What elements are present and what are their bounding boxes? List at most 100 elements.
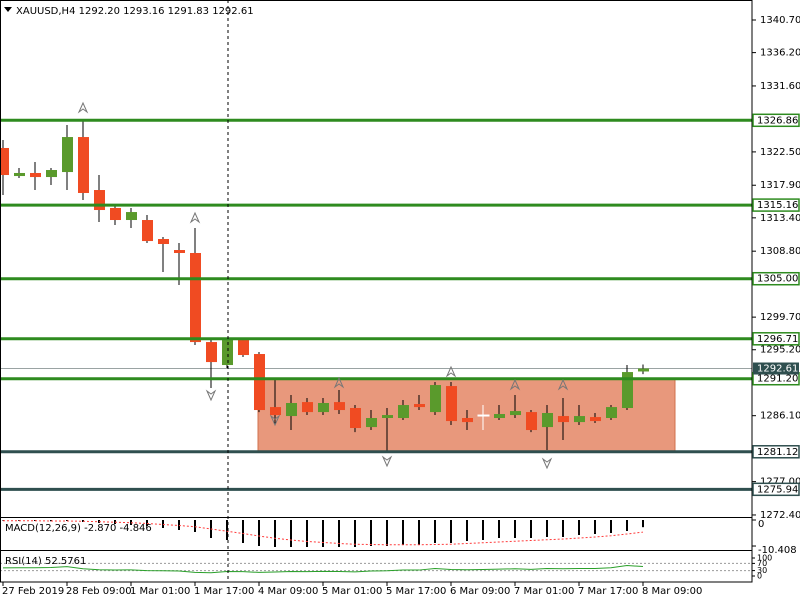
fractal-up (189, 211, 201, 224)
level-label-box (752, 445, 800, 459)
candle-body (574, 416, 585, 423)
candle-body (14, 172, 25, 177)
level-label: 1315.16 (757, 200, 798, 211)
x-tick-label: 6 Mar 09:00 (450, 586, 510, 597)
candle-body (30, 172, 41, 178)
level-label: 1291.20 (757, 374, 798, 385)
x-tick-label: 7 Mar 17:00 (578, 586, 638, 597)
candle-body (590, 417, 601, 422)
macd-bar (466, 520, 468, 541)
signal-line (3, 520, 644, 546)
candle-body (126, 212, 137, 221)
y-tick-label: 1317.90 (760, 180, 800, 191)
y-tick-label: 1322.50 (760, 147, 800, 158)
candle-body (542, 413, 553, 428)
candle-body (318, 403, 329, 413)
candle-body (334, 402, 345, 411)
macd-bar (226, 520, 228, 540)
candle-body (446, 386, 457, 422)
level-label: 1296.71 (757, 334, 798, 345)
macd-bar (370, 520, 372, 546)
fractal-up (445, 365, 457, 378)
candle-body (270, 407, 281, 416)
candle-body (638, 368, 649, 372)
y-tick-label: 100 (757, 553, 772, 562)
candle-body (398, 405, 409, 419)
y-tick-label: 1272.40 (760, 510, 800, 521)
candle-body (462, 418, 473, 423)
y-tick-label: 1295.20 (760, 345, 800, 356)
macd-bar (306, 520, 308, 547)
level-label: 1326.86 (757, 115, 798, 126)
candle-body (382, 415, 393, 419)
macd-bar (546, 520, 548, 537)
y-tick-label: 30 (757, 566, 767, 575)
fractal-up (557, 378, 569, 391)
fractal-down (541, 457, 553, 470)
macd-bar (450, 520, 452, 543)
x-tick-label: 5 Mar 17:00 (386, 586, 446, 597)
x-tick-label: 1 Mar 17:00 (194, 586, 254, 597)
macd-bar (578, 520, 580, 535)
level-label: 1281.12 (757, 447, 798, 458)
level-label-box (752, 482, 800, 497)
fractal-down (381, 455, 393, 468)
candle-body (510, 411, 521, 416)
candle-body (526, 412, 537, 431)
candle-body (0, 147, 9, 176)
candle-body (302, 402, 313, 413)
level-label-box (752, 332, 800, 346)
macd-bar (642, 520, 644, 528)
level-label: 1305.00 (757, 274, 798, 285)
rsi-title: RSI(14) 52.5761 (5, 556, 86, 567)
candle-body (222, 340, 233, 366)
macd-bar (242, 520, 244, 543)
y-tick-label: 1299.70 (760, 312, 800, 323)
x-tick-label: 5 Mar 01:00 (322, 586, 382, 597)
candle-body (174, 250, 185, 253)
fractal-up (333, 376, 345, 389)
y-tick-label: 1331.60 (760, 81, 800, 92)
macd-title: MACD(12,26,9) -2.870 -4.846 (5, 523, 152, 534)
candle-body (606, 407, 617, 419)
candle-body (78, 137, 89, 193)
macd-bar (530, 520, 532, 538)
macd-bar (354, 520, 356, 547)
y-tick-label: 70 (757, 559, 767, 568)
candle-body (430, 385, 441, 413)
candle-body (206, 342, 217, 363)
macd-bar (514, 520, 516, 538)
rsi-line (2, 565, 644, 574)
plot-area (0, 118, 752, 574)
fractal-markers (77, 101, 569, 470)
x-tick-label: 4 Mar 09:00 (258, 586, 318, 597)
candle-body (622, 372, 633, 409)
x-tick-label: 8 Mar 09:00 (642, 586, 702, 597)
candle-body (366, 418, 377, 428)
macd-bar (338, 520, 340, 547)
fractal-down (205, 389, 217, 402)
x-tick-label: 28 Feb 09:00 (66, 586, 132, 597)
macd-bar (194, 520, 196, 532)
macd-bar (402, 520, 404, 545)
candle-body (110, 207, 121, 221)
y-tick-label: 1286.10 (760, 411, 800, 422)
y-tick-label: 0 (758, 519, 764, 530)
macd-bar (274, 520, 276, 547)
level-label-box (752, 271, 800, 286)
macd-bar (418, 520, 420, 545)
y-tick-label: 1336.20 (760, 48, 800, 59)
level-label-box (752, 198, 800, 212)
candle-body (350, 408, 361, 429)
candle-body (158, 239, 169, 245)
macd-bar (322, 520, 324, 547)
level-label-box (752, 113, 800, 128)
macd-bar (290, 520, 292, 547)
chart-title: XAUUSD,H4 1292.20 1293.16 1291.83 1292.6… (16, 6, 254, 17)
candle-body (286, 403, 297, 417)
macd-bar (610, 520, 612, 533)
macd-bar (498, 520, 500, 538)
macd-bar (434, 520, 436, 543)
